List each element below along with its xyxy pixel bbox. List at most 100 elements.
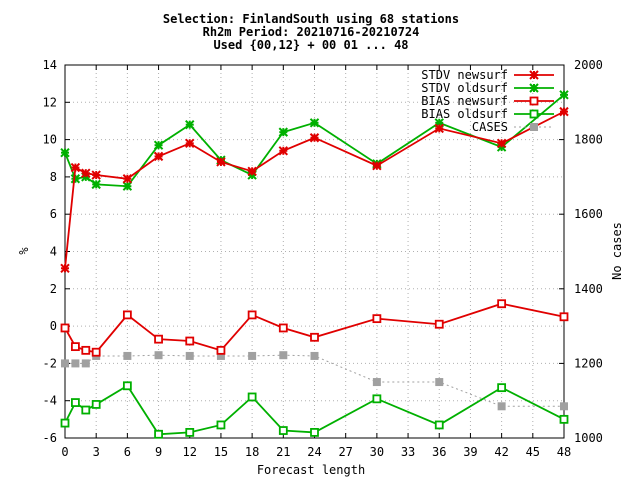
x-tick-label: 30 [370,445,384,459]
point-stdv-oldsurf-d2 [122,181,133,191]
point-stdv-newsurf [153,151,164,162]
point-stdv-newsurf-d2 [70,162,81,173]
point-bias-newsurf [497,299,507,309]
y-tick-label: 12 [43,95,57,109]
point-cases [123,351,132,360]
point-bias-oldsurf [91,400,101,409]
point-stdv-oldsurf-d2 [70,174,81,184]
point-bias-oldsurf [216,420,226,430]
point-stdv-newsurf [559,106,569,117]
series-line-cases [65,354,564,407]
point-cases [61,359,69,368]
point-bias-oldsurf [310,428,319,437]
legend-marker-cases [530,123,538,131]
point-stdv-oldsurf-d2 [153,140,164,150]
x-tick-label: 15 [214,445,228,459]
point-stdv-newsurf-d2 [247,166,257,177]
point-stdv-newsurf-d2 [153,151,164,162]
y-tick-label: 6 [50,207,57,221]
x-tick-label: 9 [155,445,162,459]
x-tick-label: 39 [463,445,477,459]
point-stdv-newsurf-d2 [185,138,195,149]
point-stdv-newsurf [60,263,70,273]
point-stdv-newsurf [81,168,91,178]
point-stdv-newsurf [70,162,81,173]
x-tick-label: 0 [61,445,68,459]
point-bias-newsurf [60,323,70,333]
x-tick-label: 45 [526,445,540,459]
y2-tick-label: 1400 [574,282,603,296]
y2-axis-label: No cases [610,222,624,280]
x-tick-label: 24 [307,445,321,459]
point-bias-oldsurf [559,414,569,424]
point-bias-newsurf [216,345,226,355]
point-stdv-newsurf [496,138,507,149]
x-tick-label: 18 [245,445,259,459]
x-tick-label: 42 [494,445,508,459]
point-stdv-oldsurf [278,127,289,137]
chart-title-line3: Used {00,12} + 00 01 ... 48 [213,38,408,52]
point-cases [248,351,257,360]
legend-marker-stdv-oldsurf-d2 [529,83,539,93]
point-bias-newsurf [278,323,288,333]
point-cases [497,402,506,411]
point-bias-newsurf [559,312,569,322]
point-bias-oldsurf [434,420,444,430]
legend-marker-stdv-newsurf-d2 [529,70,539,80]
point-stdv-newsurf [185,138,195,149]
point-cases [279,351,288,360]
chart-title-line1: Selection: FinlandSouth using 68 station… [163,12,459,26]
point-bias-newsurf [81,345,91,355]
plot-border [64,64,565,439]
point-bias-newsurf [154,334,163,344]
point-bias-oldsurf [70,398,80,407]
y-tick-label: -2 [43,356,57,370]
point-cases [560,402,568,411]
point-stdv-newsurf-d2 [434,123,444,134]
x-tick-label: 12 [183,445,197,459]
point-bias-newsurf [434,319,444,329]
point-bias-oldsurf [122,381,132,391]
y2-tick-label: 1200 [574,356,603,370]
y-tick-label: 8 [50,170,57,184]
point-bias-oldsurf [247,392,257,402]
y-tick-label: -6 [43,431,57,445]
y-axis-label: % [17,247,31,255]
point-stdv-newsurf [309,133,320,143]
point-stdv-oldsurf [122,181,133,191]
point-cases [435,378,444,387]
point-stdv-newsurf-d2 [91,170,101,180]
point-stdv-oldsurf [60,147,70,158]
y-tick-label: 4 [50,245,57,259]
legend-label-bias-oldsurf: BIAS oldsurf [421,107,508,121]
point-bias-newsurf [372,314,382,324]
point-stdv-oldsurf [153,140,164,150]
point-bias-newsurf [70,342,80,352]
legend-marker-stdv-oldsurf [529,83,539,93]
point-stdv-oldsurf [309,118,320,128]
point-stdv-newsurf-d2 [216,157,226,167]
series-line-bias-newsurf [64,302,565,354]
x-tick-label: 48 [557,445,571,459]
point-cases [310,351,319,360]
y2-tick-label: 2000 [574,58,603,72]
point-bias-newsurf [310,332,319,342]
x-tick-label: 33 [401,445,415,459]
y2-tick-label: 1000 [574,431,603,445]
point-cases [216,351,225,360]
point-bias-oldsurf [60,418,70,428]
legend-label-stdv-newsurf: STDV newsurf [421,68,508,82]
point-bias-newsurf [247,310,257,320]
y-tick-label: 0 [50,319,57,333]
point-bias-newsurf [185,336,195,346]
point-stdv-newsurf-d2 [60,263,70,273]
point-cases [154,351,163,360]
y-tick-label: 10 [43,133,57,147]
point-cases [372,378,381,387]
x-tick-label: 27 [338,445,352,459]
legend-marker-stdv-newsurf [529,70,539,80]
legend-label-cases: CASES [472,120,508,134]
point-stdv-oldsurf-d2 [309,118,320,128]
